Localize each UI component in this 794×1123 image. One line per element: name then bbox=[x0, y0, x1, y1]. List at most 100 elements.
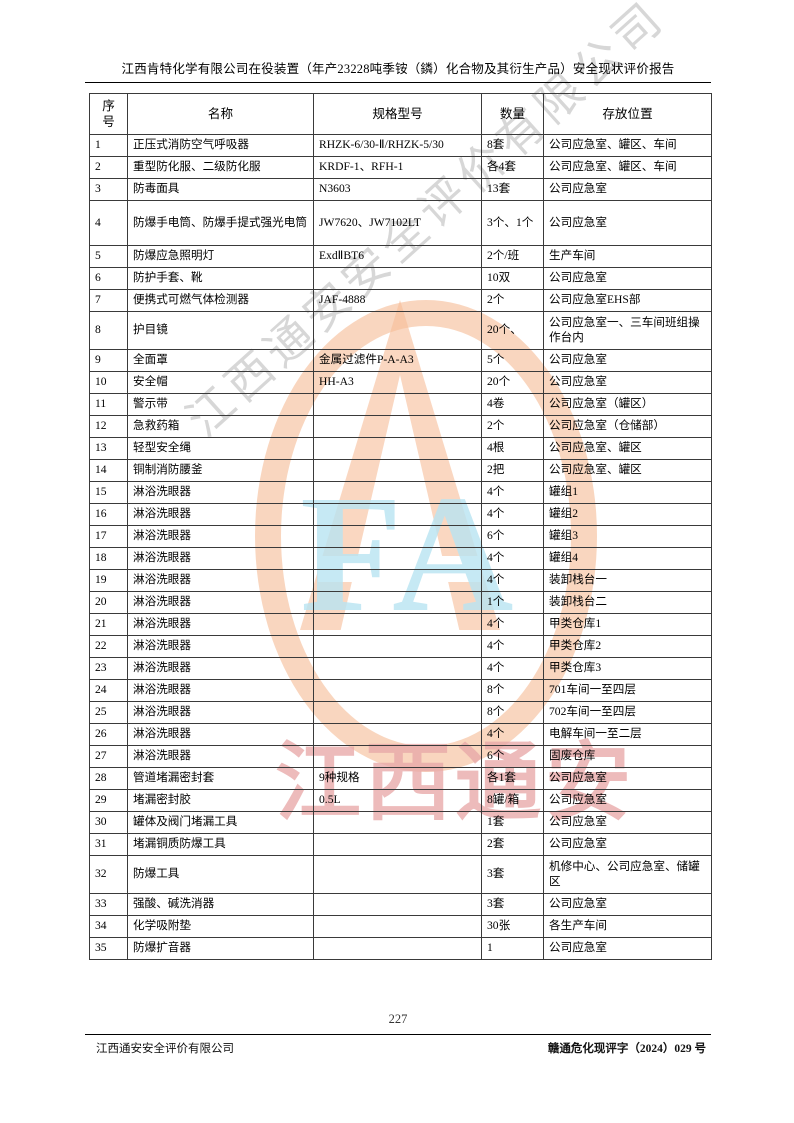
cell-spec bbox=[313, 591, 482, 614]
cell-no: 28 bbox=[89, 767, 128, 790]
cell-name: 防毒面具 bbox=[127, 178, 314, 201]
cell-loc: 装卸栈台一 bbox=[543, 569, 712, 592]
cell-spec: RHZK-6/30-Ⅱ/RHZK-5/30 bbox=[313, 134, 482, 157]
cell-qty: 6个 bbox=[481, 525, 544, 548]
cell-spec bbox=[313, 701, 482, 724]
cell-no: 7 bbox=[89, 289, 128, 312]
cell-no: 13 bbox=[89, 437, 128, 460]
cell-no: 8 bbox=[89, 311, 128, 350]
page-number: 227 bbox=[388, 1012, 408, 1026]
cell-qty: 4个 bbox=[481, 635, 544, 658]
cell-loc: 罐组2 bbox=[543, 503, 712, 526]
table-row: 21 淋浴洗眼器 4个 甲类仓库1 bbox=[89, 613, 712, 636]
cell-spec: 0.5L bbox=[313, 789, 482, 812]
cell-name: 防护手套、靴 bbox=[127, 267, 314, 290]
cell-no: 15 bbox=[89, 481, 128, 504]
cell-no: 6 bbox=[89, 267, 128, 290]
cell-qty: 4个 bbox=[481, 481, 544, 504]
table-row: 23 淋浴洗眼器 4个 甲类仓库3 bbox=[89, 657, 712, 680]
cell-name: 全面罩 bbox=[127, 349, 314, 372]
cell-qty: 1套 bbox=[481, 811, 544, 834]
table-row: 25 淋浴洗眼器 8个 702车间一至四层 bbox=[89, 701, 712, 724]
cell-qty: 2个 bbox=[481, 415, 544, 438]
table-row: 17 淋浴洗眼器 6个 罐组3 bbox=[89, 525, 712, 548]
cell-spec bbox=[313, 657, 482, 680]
cell-name: 罐体及阀门堵漏工具 bbox=[127, 811, 314, 834]
cell-spec bbox=[313, 855, 482, 894]
table-row: 3 防毒面具 N3603 13套 公司应急室 bbox=[89, 178, 712, 201]
cell-name: 护目镜 bbox=[127, 311, 314, 350]
cell-name: 淋浴洗眼器 bbox=[127, 591, 314, 614]
table-row: 31 堵漏铜质防爆工具 2套 公司应急室 bbox=[89, 833, 712, 856]
cell-loc: 装卸栈台二 bbox=[543, 591, 712, 614]
cell-no: 16 bbox=[89, 503, 128, 526]
cell-name: 淋浴洗眼器 bbox=[127, 525, 314, 548]
cell-qty: 8罐/箱 bbox=[481, 789, 544, 812]
cell-name: 警示带 bbox=[127, 393, 314, 416]
cell-name: 淋浴洗眼器 bbox=[127, 635, 314, 658]
cell-spec bbox=[313, 393, 482, 416]
cell-no: 33 bbox=[89, 893, 128, 916]
cell-loc: 公司应急室 bbox=[543, 371, 712, 394]
cell-no: 27 bbox=[89, 745, 128, 768]
cell-name: 淋浴洗眼器 bbox=[127, 679, 314, 702]
column-header-loc: 存放位置 bbox=[543, 93, 712, 135]
cell-spec: HH-A3 bbox=[313, 371, 482, 394]
cell-no: 29 bbox=[89, 789, 128, 812]
cell-no: 9 bbox=[89, 349, 128, 372]
table-row: 11 警示带 4卷 公司应急室（罐区） bbox=[89, 393, 712, 416]
cell-loc: 公司应急室 bbox=[543, 789, 712, 812]
table-row: 16 淋浴洗眼器 4个 罐组2 bbox=[89, 503, 712, 526]
column-header-qty: 数量 bbox=[481, 93, 544, 135]
cell-loc: 公司应急室（仓储部） bbox=[543, 415, 712, 438]
cell-loc: 公司应急室 bbox=[543, 349, 712, 372]
cell-loc: 机修中心、公司应急室、储罐区 bbox=[543, 855, 712, 894]
cell-name: 淋浴洗眼器 bbox=[127, 723, 314, 746]
cell-spec bbox=[313, 833, 482, 856]
cell-qty: 8套 bbox=[481, 134, 544, 157]
cell-spec bbox=[313, 893, 482, 916]
cell-no: 30 bbox=[89, 811, 128, 834]
cell-no: 4 bbox=[89, 200, 128, 246]
table-row: 14 铜制消防腰釜 2把 公司应急室、罐区 bbox=[89, 459, 712, 482]
cell-name: 淋浴洗眼器 bbox=[127, 569, 314, 592]
cell-no: 2 bbox=[89, 156, 128, 179]
cell-loc: 公司应急室、罐区 bbox=[543, 437, 712, 460]
cell-loc: 702车间一至四层 bbox=[543, 701, 712, 724]
cell-spec bbox=[313, 915, 482, 938]
cell-loc: 生产车间 bbox=[543, 245, 712, 268]
cell-no: 19 bbox=[89, 569, 128, 592]
footer-company-name: 江西通安安全评价有限公司 bbox=[96, 1043, 234, 1055]
cell-no: 25 bbox=[89, 701, 128, 724]
table-row: 2 重型防化服、二级防化服 KRDF-1、RFH-1 各4套 公司应急室、罐区、车间 bbox=[89, 156, 712, 179]
cell-qty: 4个 bbox=[481, 503, 544, 526]
cell-spec: JAF-4888 bbox=[313, 289, 482, 312]
cell-spec: 金属过滤件P-A-A3 bbox=[313, 349, 482, 372]
cell-loc: 公司应急室EHS部 bbox=[543, 289, 712, 312]
cell-loc: 公司应急室 bbox=[543, 200, 712, 246]
cell-qty: 4卷 bbox=[481, 393, 544, 416]
cell-loc: 701车间一至四层 bbox=[543, 679, 712, 702]
cell-qty: 3套 bbox=[481, 893, 544, 916]
cell-no: 5 bbox=[89, 245, 128, 268]
table-row: 32 防爆工具 3套 机修中心、公司应急室、储罐区 bbox=[89, 855, 712, 894]
footer-document-number: 赣通危化现评字（2024）029 号 bbox=[547, 1043, 706, 1055]
cell-name: 急救药箱 bbox=[127, 415, 314, 438]
table-row: 19 淋浴洗眼器 4个 装卸栈台一 bbox=[89, 569, 712, 592]
table-row: 9 全面罩 金属过滤件P-A-A3 5个 公司应急室 bbox=[89, 349, 712, 372]
cell-qty: 20个 bbox=[481, 371, 544, 394]
cell-spec bbox=[313, 415, 482, 438]
cell-loc: 公司应急室 bbox=[543, 893, 712, 916]
cell-loc: 甲类仓库2 bbox=[543, 635, 712, 658]
cell-loc: 公司应急室 bbox=[543, 833, 712, 856]
cell-no: 23 bbox=[89, 657, 128, 680]
cell-qty: 各1套 bbox=[481, 767, 544, 790]
table-row: 33 强酸、碱洗消器 3套 公司应急室 bbox=[89, 893, 712, 916]
cell-qty: 2个 bbox=[481, 289, 544, 312]
table-row: 4 防爆手电筒、防爆手提式强光电筒 JW7620、JW7102LT 3个、1个 公司应急… bbox=[89, 200, 712, 246]
cell-name: 防爆手电筒、防爆手提式强光电筒 bbox=[127, 200, 314, 246]
table-row: 20 淋浴洗眼器 1个 装卸栈台二 bbox=[89, 591, 712, 614]
cell-loc: 公司应急室（罐区） bbox=[543, 393, 712, 416]
cell-spec: JW7620、JW7102LT bbox=[313, 200, 482, 246]
cell-name: 安全帽 bbox=[127, 371, 314, 394]
